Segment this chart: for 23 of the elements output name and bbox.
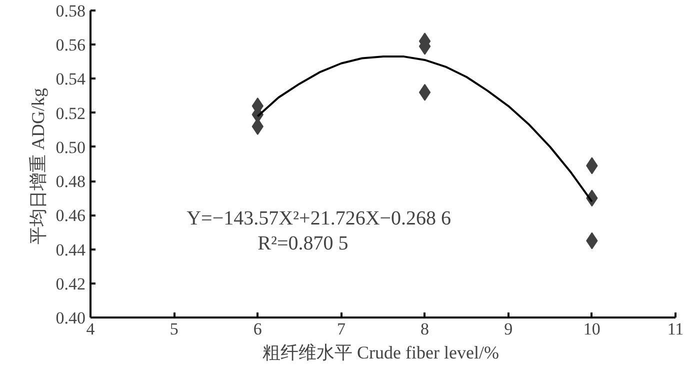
x-tick-label: 4 [86, 320, 96, 338]
y-tick-label: 0.40 [56, 308, 86, 328]
x-axis-title: 粗纤维水平 Crude fiber level/% [262, 342, 499, 362]
x-tick-label: 5 [170, 320, 178, 338]
y-tick-label: 0.54 [56, 70, 86, 89]
y-tick-label: 0.52 [56, 104, 86, 123]
y-tick-label: 0.56 [56, 36, 86, 55]
y-tick-label: 0.48 [56, 172, 86, 192]
x-tick-label: 10 [583, 320, 600, 338]
y-tick-label: 0.50 [56, 138, 86, 157]
x-tick-label: 9 [504, 320, 513, 338]
x-tick-label: 7 [336, 320, 346, 338]
x-tick-label: 11 [667, 320, 684, 338]
annotation: Y=−143.57X²+21.726X−0.268 6 [186, 208, 452, 230]
y-tick-label: 0.42 [56, 274, 86, 294]
x-tick-label: 6 [253, 320, 262, 338]
y-tick-label: 0.46 [56, 206, 86, 226]
x-tick-label: 8 [420, 320, 430, 338]
point [418, 84, 431, 101]
y-axis-title: 平均日增重 ADG/kg [28, 88, 48, 244]
y-tick-label: 0.44 [56, 240, 86, 260]
y-tick-label: 0.58 [56, 2, 86, 20]
annotation: R²=0.870 5 [258, 232, 348, 254]
